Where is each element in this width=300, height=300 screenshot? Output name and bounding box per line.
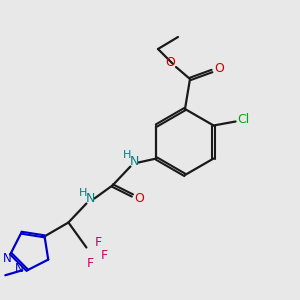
Text: O: O: [134, 192, 144, 205]
Text: F: F: [95, 236, 102, 249]
Text: O: O: [214, 62, 224, 76]
Text: N: N: [86, 192, 95, 205]
Text: H: H: [79, 188, 88, 197]
Text: Cl: Cl: [238, 113, 250, 126]
Text: F: F: [87, 257, 94, 270]
Text: O: O: [165, 56, 175, 68]
Text: F: F: [101, 249, 108, 262]
Text: H: H: [123, 151, 132, 160]
Text: N: N: [130, 155, 139, 168]
Text: N: N: [15, 262, 24, 275]
Text: N: N: [3, 252, 12, 265]
